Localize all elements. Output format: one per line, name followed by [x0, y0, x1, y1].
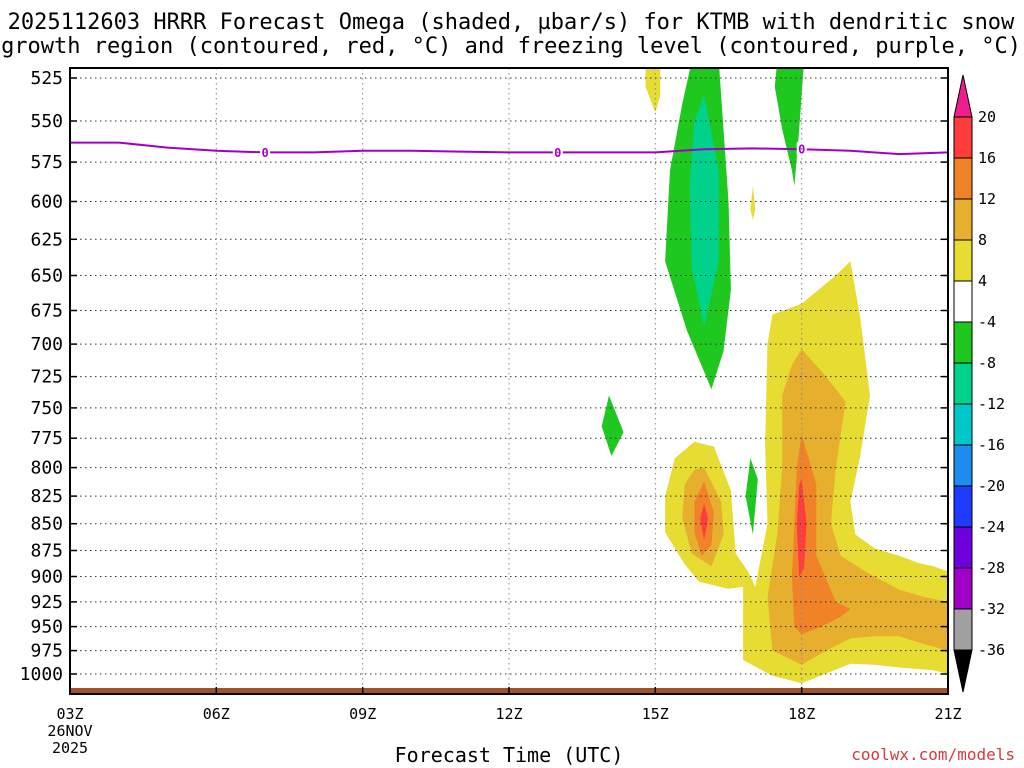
colorbar-band-1	[953, 157, 973, 200]
colorbar-label-6: -8	[978, 354, 996, 372]
y-tick-label-950: 950	[30, 617, 63, 638]
freezing-level-label-1: 0	[554, 146, 561, 160]
y-tick-label-700: 700	[30, 334, 63, 355]
y-tick-label-725: 725	[30, 367, 63, 388]
omega-region-0	[645, 68, 661, 113]
y-tick-label-750: 750	[30, 398, 63, 419]
colorbar-label-10: -24	[978, 518, 1005, 536]
freezing-label-bg-2	[796, 142, 807, 157]
y-tick-label-525: 525	[30, 68, 63, 89]
colorbar-band-7	[953, 403, 973, 446]
x-tick-label-03Z: 03Z	[56, 705, 83, 723]
x-tick-label-18Z: 18Z	[788, 705, 815, 723]
y-tick-label-800: 800	[30, 458, 63, 479]
x-axis-label: Forecast Time (UTC)	[395, 743, 624, 767]
grid-lines	[70, 68, 948, 694]
x-date-label-1: 2025	[52, 739, 88, 757]
colorbar-label-3: 8	[978, 231, 987, 249]
colorbar-band-10	[953, 526, 973, 569]
freezing-level-label-2: 0	[798, 143, 805, 157]
x-tick-label-12Z: 12Z	[495, 705, 522, 723]
y-tick-label-925: 925	[30, 592, 63, 613]
colorbar-label-5: -4	[978, 313, 996, 331]
colorbar-band-0	[953, 116, 973, 159]
colorbar-band-11	[953, 567, 973, 610]
colorbar-band-4	[953, 280, 973, 323]
y-tick-label-1000: 1000	[20, 664, 63, 685]
omega-region-1	[750, 186, 756, 220]
colorbar-over-triangle	[953, 74, 973, 118]
y-tick-label-625: 625	[30, 229, 63, 250]
y-tick-label-875: 875	[30, 541, 63, 562]
colorbar-band-3	[953, 239, 973, 282]
y-tick-label-600: 600	[30, 192, 63, 213]
omega-region-13	[700, 503, 708, 540]
x-date-label-0: 26NOV	[47, 722, 92, 740]
colorbar-band-8	[953, 444, 973, 487]
colorbar-under-triangle	[953, 649, 973, 693]
colorbar-label-1: 16	[978, 149, 996, 167]
colorbar-label-0: 20	[978, 108, 996, 126]
omega-region-10	[791, 434, 851, 635]
credit-text: coolwx.com/models	[851, 745, 1015, 764]
y-tick-label-550: 550	[30, 111, 63, 132]
y-tick-label-650: 650	[30, 266, 63, 287]
colorbar-label-13: -36	[978, 641, 1005, 659]
colorbar: 20 16 12 8 4 -4 -8 -12 -16 -20 -24 -28 -32 -36	[953, 74, 1005, 693]
y-tick-label-825: 825	[30, 486, 63, 507]
freezing-level-label-0: 0	[261, 146, 268, 160]
chart-title-line1: 2025112603 HRRR Forecast Omega (shaded, …	[8, 10, 1015, 35]
y-tick-label-675: 675	[30, 301, 63, 322]
colorbar-label-7: -12	[978, 395, 1005, 413]
y-tick-label-850: 850	[30, 514, 63, 535]
colorbar-band-6	[953, 362, 973, 405]
colorbar-label-4: 4	[978, 272, 987, 290]
colorbar-label-11: -28	[978, 559, 1005, 577]
y-tick-label-975: 975	[30, 641, 63, 662]
freezing-label-bg-1	[552, 145, 563, 160]
omega-region-3	[689, 95, 719, 327]
colorbar-band-9	[953, 485, 973, 528]
y-axis-ticks: 525 550 575 600 625 650 675 700 725 750 775 800 825 8…	[20, 68, 948, 685]
y-tick-label-575: 575	[30, 152, 63, 173]
colorbar-band-5	[953, 321, 973, 364]
colorbar-label-9: -20	[978, 477, 1005, 495]
x-tick-label-21Z: 21Z	[934, 705, 961, 723]
omega-region-12	[796, 479, 807, 577]
omega-region-4	[774, 68, 804, 186]
omega-shaded-regions	[601, 68, 948, 684]
freezing-level-contour: 0 0 0	[70, 141, 949, 160]
y-tick-label-900: 900	[30, 567, 63, 588]
colorbar-label-8: -16	[978, 436, 1005, 454]
chart-title-line2: growth region (contoured, red, °C) and f…	[1, 34, 1021, 59]
omega-region-6	[745, 458, 758, 535]
x-tick-label-15Z: 15Z	[642, 705, 669, 723]
freezing-label-bg-0	[260, 145, 271, 160]
colorbar-band-12	[953, 608, 973, 651]
x-tick-label-06Z: 06Z	[203, 705, 230, 723]
y-tick-label-775: 775	[30, 428, 63, 449]
omega-region-5	[601, 395, 624, 456]
colorbar-label-12: -32	[978, 600, 1005, 618]
x-tick-label-09Z: 09Z	[349, 705, 376, 723]
colorbar-band-2	[953, 198, 973, 241]
colorbar-label-2: 12	[978, 190, 996, 208]
